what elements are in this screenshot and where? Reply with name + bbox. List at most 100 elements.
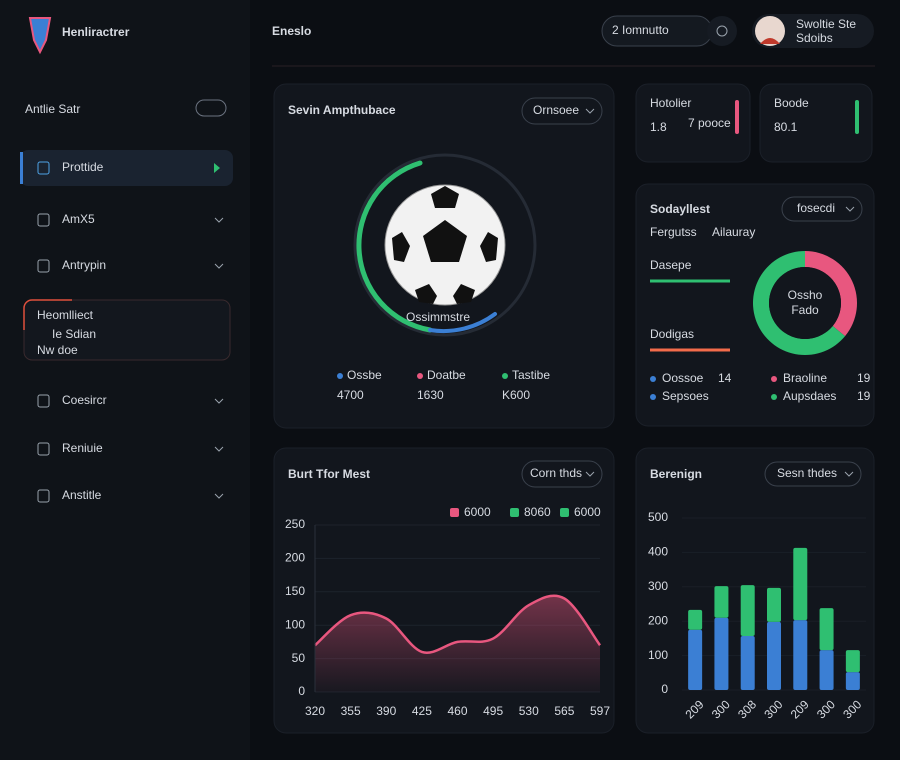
- y-tick-label: 400: [648, 545, 668, 559]
- card-button[interactable]: [781, 196, 863, 222]
- bar-segment: [740, 635, 755, 690]
- ball-patch: [415, 284, 437, 304]
- subtitle-accent: Ailauray: [712, 225, 755, 239]
- x-tick-label: 425: [412, 704, 432, 718]
- card-title: Sevin Ampthubace: [288, 103, 396, 117]
- section-title: Antlie Satr: [25, 102, 80, 116]
- toggle[interactable]: [195, 99, 227, 117]
- card-button[interactable]: [764, 461, 862, 487]
- sidebar: [0, 0, 250, 760]
- legend-dot: [771, 394, 777, 400]
- side-card-subtitle: Ie Sdian: [52, 327, 96, 341]
- stat-card-value: 80.1: [774, 120, 798, 134]
- legend-value: 19: [857, 371, 871, 385]
- x-tick-label: 530: [519, 704, 539, 718]
- stat-dot: [502, 373, 508, 379]
- user-menu[interactable]: [752, 14, 874, 48]
- card-button[interactable]: [521, 460, 603, 488]
- card-title: Burt Tfor Mest: [288, 467, 370, 481]
- ring-green: [356, 160, 433, 333]
- nav-active[interactable]: [20, 150, 233, 186]
- legend-dot: [650, 394, 656, 400]
- nav-icon: [37, 259, 50, 273]
- nav-chevron: [214, 493, 224, 499]
- x-tick-label: 597: [590, 704, 610, 718]
- card-button-text: fosecdi: [797, 201, 835, 215]
- bar-segment: [845, 650, 860, 673]
- x-tick-label: 390: [376, 704, 396, 718]
- legend-swatch: [560, 508, 569, 517]
- nav-item: Antrypin: [62, 258, 106, 272]
- y-tick-label: 50: [292, 651, 306, 665]
- y-tick-label: 0: [298, 684, 305, 698]
- y-tick-label: 100: [285, 617, 305, 631]
- nav-chevron: [214, 398, 224, 404]
- ball-patch: [453, 284, 475, 304]
- legend-label: Oossoe: [662, 371, 704, 385]
- nav-icon: [37, 213, 50, 227]
- y-tick-label: 250: [285, 517, 305, 531]
- bar-segment: [793, 620, 808, 690]
- legend-label: Braoline: [783, 371, 827, 385]
- stat-card-bar: [735, 100, 739, 134]
- bar-segment: [740, 585, 755, 636]
- y-tick-label: 150: [285, 584, 305, 598]
- subtitle: Fergutss: [650, 225, 697, 239]
- stat-value: 4700: [337, 388, 364, 402]
- legend-label: Sepsoes: [662, 389, 709, 403]
- nav-indicator: [20, 152, 23, 184]
- card-button-text: Corn thds: [530, 466, 582, 480]
- user-name: Swoltie Ste: [796, 17, 856, 31]
- notify-button[interactable]: [707, 16, 737, 46]
- donut-center: Fado: [791, 303, 819, 317]
- nav-item: AmX5: [62, 212, 95, 226]
- chevron: [845, 206, 855, 212]
- notify-icon: [716, 25, 728, 37]
- side-card-note: Nw doe: [37, 343, 78, 357]
- nav-item: Prottide: [62, 160, 104, 174]
- legend-label: Aupsdaes: [783, 389, 836, 403]
- nav-arrow: [214, 163, 220, 173]
- search-text: 2 Iomnutto: [612, 23, 669, 37]
- donut-hole: [769, 267, 841, 339]
- stat-dot: [337, 373, 343, 379]
- stat-value: 1630: [417, 388, 444, 402]
- card-button[interactable]: [521, 97, 603, 125]
- nav-icon: [37, 161, 50, 175]
- avatar-body: [760, 38, 780, 44]
- stat-card: [759, 83, 873, 163]
- legend-value: 19: [857, 389, 871, 403]
- bar-segment: [688, 609, 703, 630]
- bar-label: Dodigas: [650, 327, 694, 341]
- nav-chevron: [214, 217, 224, 223]
- nav-item: Anstitle: [62, 488, 102, 502]
- page-title: Eneslo: [272, 24, 311, 38]
- stat-label: Ossbe: [347, 368, 382, 382]
- bar-segment: [688, 629, 703, 690]
- ring-label: Ossimmstre: [406, 310, 470, 324]
- stat-card-value: 1.8: [650, 120, 667, 134]
- card-button-text: Sesn thdes: [777, 466, 837, 480]
- card-button-text: Ornsoee: [533, 103, 579, 117]
- legend-swatch: [510, 508, 519, 517]
- bar-segment: [767, 587, 781, 622]
- x-tick-label: 320: [305, 704, 325, 718]
- y-tick-label: 0: [661, 682, 668, 696]
- stat-card-unit: 7 pooce: [688, 116, 731, 130]
- legend-label: 8060: [524, 505, 551, 519]
- x-tick-label: 460: [447, 704, 467, 718]
- side-card-title: Heomlliect: [37, 308, 94, 322]
- side-card-accent: [23, 299, 72, 330]
- chevron: [844, 471, 854, 477]
- stat-label: Tastibe: [512, 368, 550, 382]
- user-role: Sdoibs: [796, 31, 833, 45]
- donut-center: Ossho: [788, 288, 823, 302]
- nav-item: Reniuie: [62, 441, 103, 455]
- legend-label: 6000: [574, 505, 601, 519]
- bar-segment: [714, 617, 729, 690]
- bar-segment: [767, 621, 781, 690]
- area-line: [314, 594, 602, 654]
- nav-chevron: [214, 446, 224, 452]
